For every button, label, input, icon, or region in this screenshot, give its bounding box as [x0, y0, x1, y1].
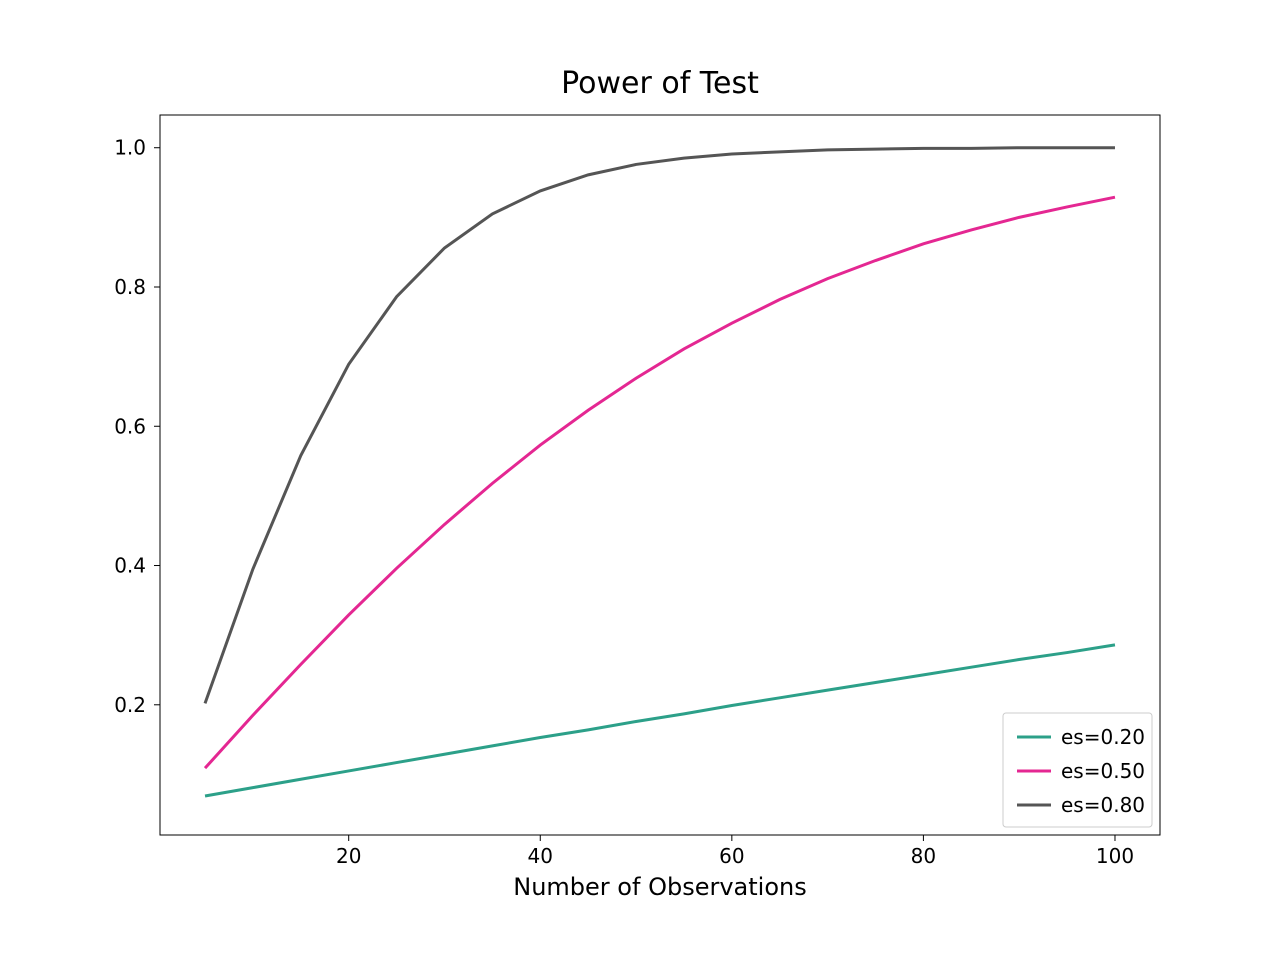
legend-label-2: es=0.80: [1061, 793, 1145, 817]
y-tick-label: 0.6: [114, 414, 146, 438]
legend-label-1: es=0.50: [1061, 759, 1145, 783]
x-tick-label: 100: [1096, 844, 1134, 868]
chart-title: Power of Test: [561, 66, 759, 101]
legend: es=0.20 es=0.50 es=0.80: [1003, 713, 1152, 827]
legend-label-0: es=0.20: [1061, 725, 1145, 749]
y-tick-label: 1.0: [114, 136, 146, 160]
x-tick-label: 80: [911, 844, 936, 868]
x-tick-label: 40: [528, 844, 553, 868]
x-tick-label: 60: [719, 844, 744, 868]
y-tick-label: 0.8: [114, 275, 146, 299]
series-line-2: [205, 148, 1115, 704]
power-chart: 20 40 60 80 100 0.2 0.4 0.6 0.8 1.0 Number of Obse…: [0, 0, 1280, 960]
chart-container: 20 40 60 80 100 0.2 0.4 0.6 0.8 1.0 Number of Obse…: [0, 0, 1280, 960]
x-axis-label: Number of Observations: [513, 873, 806, 901]
y-tick-label: 0.2: [114, 693, 146, 717]
x-tick-label: 20: [336, 844, 361, 868]
y-tick-label: 0.4: [114, 554, 146, 578]
series-line-1: [205, 197, 1115, 768]
series-line-0: [205, 645, 1115, 796]
